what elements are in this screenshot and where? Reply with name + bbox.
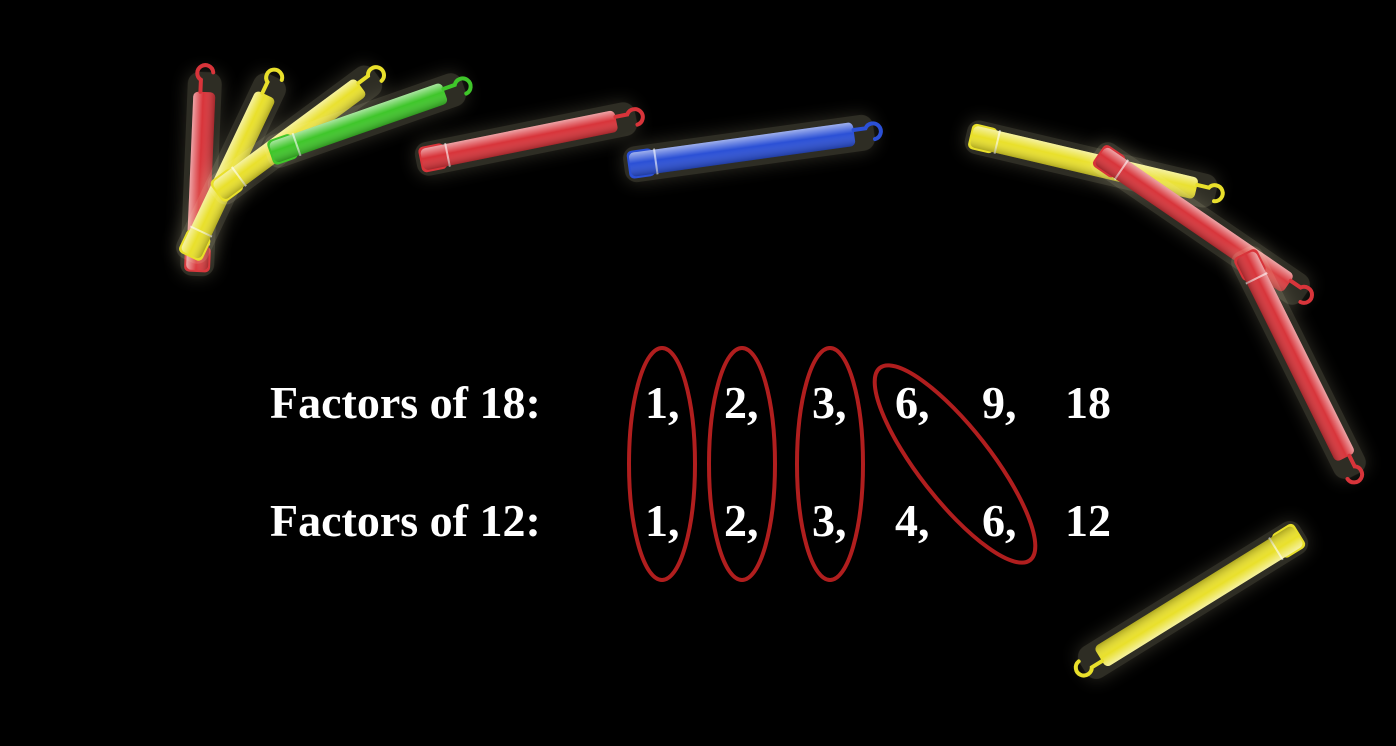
glow-stick-10 xyxy=(1073,521,1309,679)
factor-18-9: 9, xyxy=(982,377,1017,428)
glow-stick-4 xyxy=(264,73,473,168)
glow-stick-8 xyxy=(1090,142,1314,305)
factors-of-12-row: Factors of 12: 1, 2, 3, 4, 6, 12 xyxy=(270,495,1111,546)
factors-of-18-row: Factors of 18: 1, 2, 3, 6, 9, 18 xyxy=(270,377,1111,428)
factor-12-12: 12 xyxy=(1065,495,1111,546)
common-factor-circle-6 xyxy=(872,363,1038,565)
glow-stick-6 xyxy=(623,114,883,183)
common-factor-circle-2 xyxy=(707,346,777,582)
factor-12-3: 3, xyxy=(812,495,847,546)
factor-18-3: 3, xyxy=(812,377,847,428)
factor-18-18: 18 xyxy=(1065,377,1111,428)
factor-12-2: 2, xyxy=(724,495,759,546)
row-label-18: Factors of 18: xyxy=(270,377,541,428)
glow-stick-9 xyxy=(1231,246,1366,485)
common-factor-circles xyxy=(627,346,1038,582)
factor-12-6: 6, xyxy=(982,495,1017,546)
glow-stick-5 xyxy=(414,102,645,176)
factor-18-2: 2, xyxy=(724,377,759,428)
factor-12-4: 4, xyxy=(895,495,930,546)
common-factor-circle-1 xyxy=(627,346,697,582)
factor-18-1: 1, xyxy=(645,377,680,428)
factor-12-1: 1, xyxy=(645,495,680,546)
row-label-12: Factors of 12: xyxy=(270,495,541,546)
glow-sticks-decoration xyxy=(176,63,1366,679)
factor-18-6: 6, xyxy=(895,377,930,428)
common-factor-circle-3 xyxy=(795,346,865,582)
